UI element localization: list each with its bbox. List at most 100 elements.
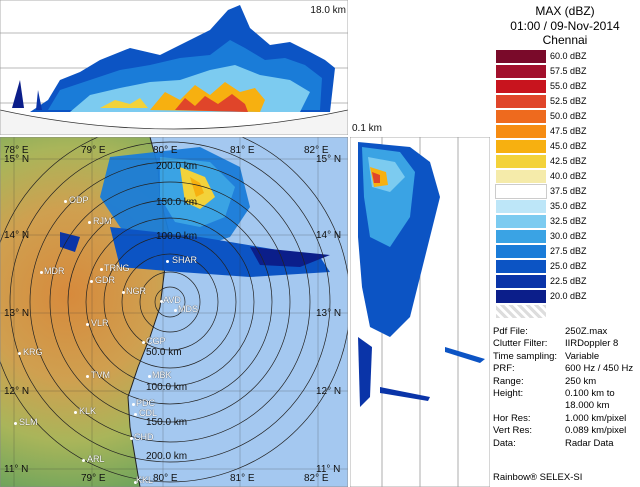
legend-label: 40.0 dBZ (550, 171, 587, 181)
city-label: SLM (19, 417, 38, 427)
city-label: NGR (126, 286, 146, 296)
meta-row: Height: 0.100 km to (493, 388, 615, 399)
legend-row: 57.5 dBZ (496, 65, 636, 78)
city-label: KRG (23, 347, 43, 357)
lon-label-bottom: 82° E (304, 473, 329, 484)
city-label: MBK (152, 370, 172, 380)
legend-swatch (496, 290, 546, 303)
side-cross-section: 0.1 km (350, 123, 490, 487)
legend-row: 42.5 dBZ (496, 155, 636, 168)
city-label: MDS (178, 304, 198, 314)
legend-panel: MAX (dBZ) 01:00 / 09-Nov-2014 Chennai 60… (490, 0, 640, 487)
meta-key: Height: (493, 388, 524, 399)
meta-key: Pdf File: (493, 326, 528, 337)
legend-row: 45.0 dBZ (496, 140, 636, 153)
city-label: PDC (136, 398, 156, 408)
meta-value: 1.000 km/pixel (565, 412, 627, 424)
range-ring-label: 200.0 km (156, 161, 198, 172)
legend-row: 25.0 dBZ (496, 260, 636, 273)
no-data-swatch (496, 305, 546, 318)
lat-label-right: 11° N (316, 464, 341, 475)
datetime-label: 01:00 / 09-Nov-2014 (510, 19, 620, 33)
city-label: KLK (79, 406, 97, 416)
meta-key: Data: (493, 437, 516, 449)
lat-label-left: 14° N (4, 230, 30, 241)
meta-key: PRF: (493, 363, 515, 375)
legend-swatch (496, 95, 546, 108)
city-label: KKL (136, 475, 154, 485)
legend-row: 55.0 dBZ (496, 80, 636, 93)
legend-row: 47.5 dBZ (496, 125, 636, 138)
side-echo-area (358, 142, 485, 407)
city-label: GDR (95, 275, 115, 285)
meta-key: Time sampling: (493, 350, 558, 362)
lon-label-top: 82° E (304, 145, 329, 156)
meta-key: Range: (493, 375, 524, 387)
radar-metadata: Pdf File: 250Z.max Clutter Filter: IIRDoppl… (490, 326, 640, 466)
city-label: AVD (163, 295, 181, 305)
meta-value: 0.089 km/pixel (565, 425, 627, 437)
meta-value: IIRDoppler 8 (565, 338, 619, 350)
legend-swatch (495, 184, 547, 199)
legend-row: 37.5 dBZ (495, 184, 636, 199)
legend-label: 47.5 dBZ (550, 126, 587, 136)
range-ring-label: 150.0 km (156, 197, 198, 208)
meta-row: PRF: 600 Hz / 450 Hz (493, 363, 633, 374)
meta-value: Radar Data (565, 437, 614, 449)
legend-row: 52.5 dBZ (496, 95, 636, 108)
legend-row: 22.5 dBZ (496, 275, 636, 288)
lat-label-left: 11° N (4, 464, 29, 475)
lon-label-top: 78° E (4, 145, 29, 156)
legend-swatch (496, 245, 546, 258)
side-height-min-label: 0.1 km (352, 123, 383, 134)
meta-row: Range: 250 km (493, 376, 596, 387)
legend-swatch (496, 155, 546, 168)
city-label: RJM (93, 216, 112, 226)
product-title: MAX (dBZ) (535, 4, 595, 18)
radar-map: 78° E 79° E 80° E 81° E 82° E 79° E 80° … (0, 137, 348, 487)
city-label: VLR (91, 318, 109, 328)
lon-label-top: 80° E (153, 145, 178, 156)
range-ring-label: 50.0 km (146, 347, 182, 358)
map-echo-area (60, 147, 330, 277)
legend-label: 52.5 dBZ (550, 96, 587, 106)
legend-label: 45.0 dBZ (550, 141, 587, 151)
footer-brand: Rainbow® SELEX-SI (493, 472, 583, 483)
meta-value: 250 km (565, 375, 597, 387)
legend-swatch (496, 215, 546, 228)
meta-value: 600 Hz / 450 Hz (565, 363, 634, 375)
meta-row: Hor Res: 1.000 km/pixel (493, 413, 626, 424)
legend-swatch (496, 200, 546, 213)
legend-swatch (496, 140, 546, 153)
legend-swatch (496, 260, 546, 273)
legend-label: 57.5 dBZ (550, 66, 587, 76)
lat-label-right: 12° N (316, 386, 342, 397)
range-ring-label: 100.0 km (156, 231, 198, 242)
meta-row: Data: Radar Data (493, 438, 614, 449)
legend-swatch (496, 110, 546, 123)
meta-row: Pdf File: 250Z.max (493, 326, 607, 337)
legend-label: 50.0 dBZ (550, 111, 587, 121)
legend-label: 25.0 dBZ (550, 261, 587, 271)
city-label: TVM (91, 370, 110, 380)
meta-row: Vert Res: 0.089 km/pixel (493, 425, 626, 436)
lon-label-bottom: 81° E (230, 473, 255, 484)
legend-label: 22.5 dBZ (550, 276, 587, 286)
lat-label-right: 14° N (316, 230, 342, 241)
legend-row: 50.0 dBZ (496, 110, 636, 123)
city-label: ARL (87, 454, 105, 464)
legend-row: 40.0 dBZ (496, 170, 636, 183)
legend-swatch (496, 170, 546, 183)
city-label: ODP (69, 195, 89, 205)
city-label: CHD (134, 432, 154, 442)
lon-label-bottom: 80° E (153, 473, 178, 484)
city-label: SHAR (172, 255, 198, 265)
top-echo-area (12, 5, 335, 112)
legend-label: 20.0 dBZ (550, 291, 587, 301)
legend-label: 32.5 dBZ (550, 216, 587, 226)
legend-row: 32.5 dBZ (496, 215, 636, 228)
meta-row: 18.000 km (493, 400, 609, 411)
legend-row: 27.5 dBZ (496, 245, 636, 258)
legend-label: 30.0 dBZ (550, 231, 587, 241)
legend-row: 30.0 dBZ (496, 230, 636, 243)
